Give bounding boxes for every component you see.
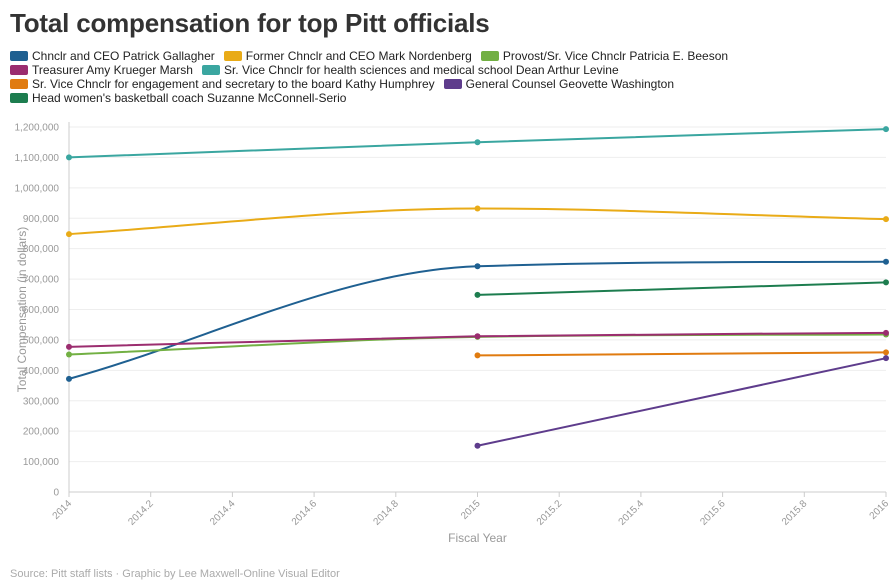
legend-label: Former Chnclr and CEO Mark Nordenberg (245, 49, 472, 63)
x-tick-label: 2014 (51, 498, 75, 522)
series-line[interactable] (477, 357, 887, 447)
series-line[interactable] (477, 351, 887, 357)
legend-label: Treasurer Amy Krueger Marsh (32, 63, 193, 77)
x-tick-label: 2015 (459, 498, 483, 522)
y-tick-label: 1,000,000 (15, 183, 60, 194)
data-point[interactable] (883, 279, 889, 286)
data-point[interactable] (66, 343, 72, 350)
data-point[interactable] (66, 154, 72, 161)
chart-title: Total compensation for top Pitt official… (10, 8, 490, 38)
data-point[interactable] (883, 258, 889, 265)
x-tick-label: 2015.6 (698, 498, 728, 528)
data-point[interactable] (66, 231, 72, 238)
legend-swatch (201, 65, 220, 75)
data-point[interactable] (66, 351, 72, 358)
x-tick-label: 2014.2 (126, 498, 156, 528)
legend-swatch (10, 65, 28, 75)
legend-swatch (443, 79, 462, 89)
legend-swatch (480, 51, 499, 61)
data-point[interactable] (474, 263, 481, 270)
y-tick-label: 100,000 (23, 457, 60, 468)
x-tick-label: 2016 (868, 498, 892, 522)
series-line[interactable] (477, 281, 887, 296)
data-point[interactable] (474, 291, 481, 298)
legend-label: Sr. Vice Chnclr for health sciences and … (223, 63, 619, 77)
data-point[interactable] (883, 349, 889, 356)
y-tick-label: 600,000 (23, 305, 60, 316)
legend-item[interactable]: Former Chnclr and CEO Mark Nordenberg (223, 49, 472, 63)
y-axis-title: Total Compensation (in dollars) (15, 227, 29, 392)
data-point[interactable] (883, 329, 889, 336)
data-point[interactable] (474, 333, 481, 340)
legend-item[interactable]: Provost/Sr. Vice Chnclr Patricia E. Bees… (480, 49, 729, 63)
legend-swatch (10, 79, 28, 89)
y-tick-label: 500,000 (23, 335, 60, 346)
legend-item[interactable]: Sr. Vice Chnclr for health sciences and … (201, 63, 619, 77)
y-tick-label: 200,000 (23, 427, 60, 438)
chart-legend: Chnclr and CEO Patrick Gallagher Former C… (10, 49, 850, 105)
y-tick-label: 1,100,000 (15, 153, 60, 164)
legend-item[interactable]: Treasurer Amy Krueger Marsh (10, 63, 193, 77)
data-point[interactable] (474, 352, 481, 359)
x-tick-label: 2014.8 (372, 498, 402, 528)
legend-label: Chnclr and CEO Patrick Gallagher (32, 49, 215, 63)
data-point[interactable] (883, 126, 889, 133)
legend-label: Sr. Vice Chnclr for engagement and secre… (32, 77, 435, 91)
y-tick-label: 1,200,000 (15, 123, 60, 134)
legend-label: General Counsel Geovette Washington (465, 77, 675, 91)
data-point[interactable] (474, 442, 481, 449)
legend-item[interactable]: General Counsel Geovette Washington (443, 77, 675, 91)
legend-swatch (223, 51, 242, 61)
legend-item[interactable]: Chnclr and CEO Patrick Gallagher (10, 49, 215, 63)
y-tick-label: 900,000 (23, 214, 60, 225)
legend-item[interactable]: Head women's basketball coach Suzanne Mc… (10, 91, 346, 105)
x-tick-label: 2015.2 (535, 498, 565, 528)
x-axis-title: Fiscal Year (448, 531, 507, 545)
x-tick-label: 2015.8 (780, 498, 810, 528)
data-point[interactable] (474, 139, 481, 146)
series-line[interactable] (68, 207, 887, 236)
x-tick-label: 2015.4 (617, 498, 647, 528)
data-point[interactable] (883, 216, 889, 223)
y-tick-label: 800,000 (23, 244, 60, 255)
legend-item[interactable]: Sr. Vice Chnclr for engagement and secre… (10, 77, 435, 91)
x-tick-label: 2014.4 (208, 498, 238, 528)
y-tick-label: 300,000 (23, 396, 60, 407)
data-point[interactable] (474, 205, 481, 212)
x-tick-label: 2014.6 (290, 498, 320, 528)
legend-swatch (10, 51, 28, 61)
legend-label: Provost/Sr. Vice Chnclr Patricia E. Bees… (502, 49, 729, 63)
chart-source-footer: Source: Pitt staff lists · Graphic by Le… (10, 568, 340, 580)
data-point[interactable] (66, 375, 72, 382)
legend-label: Head women's basketball coach Suzanne Mc… (32, 91, 347, 105)
legend-swatch (10, 93, 28, 103)
y-tick-label: 0 (53, 488, 59, 499)
y-tick-label: 400,000 (23, 366, 60, 377)
y-tick-label: 700,000 (23, 275, 60, 286)
data-point[interactable] (883, 355, 889, 362)
